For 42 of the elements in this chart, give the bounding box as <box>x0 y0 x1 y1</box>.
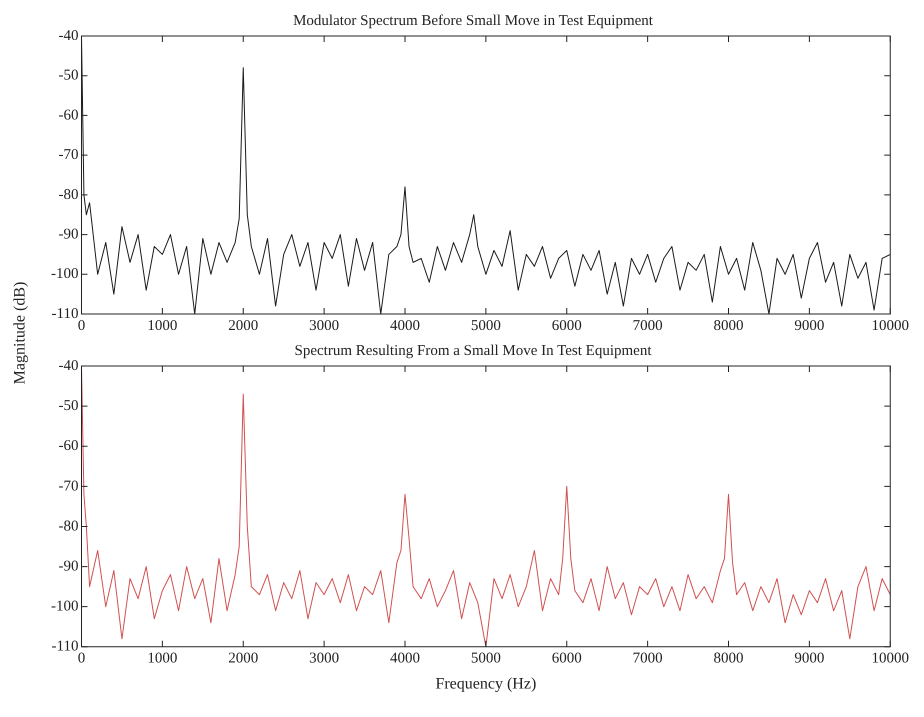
x-tick-label: 3000 <box>309 318 340 334</box>
y-tick-label: -60 <box>58 107 78 124</box>
x-axis-title: Frequency (Hz) <box>435 676 536 693</box>
y-tick-label: -90 <box>58 226 78 243</box>
y-tick-label: -60 <box>58 438 78 454</box>
x-tick-label: 6000 <box>552 318 582 334</box>
x-tick-label: 2000 <box>228 650 258 667</box>
x-tick-label: 5000 <box>470 650 501 667</box>
x-tick-label: 9000 <box>794 318 824 334</box>
x-tick-label: 8000 <box>714 650 744 667</box>
x-tick-label: 0 <box>78 650 86 667</box>
y-tick-label: -110 <box>52 638 78 655</box>
x-tick-label: 4000 <box>390 650 420 667</box>
x-tick-label: 1000 <box>147 318 178 334</box>
y-tick-label: -70 <box>58 147 78 164</box>
x-tick-label: 2000 <box>228 318 258 334</box>
y-tick-label: -50 <box>58 68 78 84</box>
y-tick-label: -90 <box>58 558 78 575</box>
y-tick-label: -80 <box>58 186 78 203</box>
x-tick-label: 7000 <box>632 650 663 667</box>
y-tick-label: -100 <box>50 266 78 282</box>
x-tick-label: 5000 <box>470 318 501 334</box>
y-tick-label: -80 <box>58 518 78 534</box>
y-tick-label: -100 <box>50 598 78 615</box>
x-tick-label: 0 <box>78 318 86 334</box>
x-tick-label: 10000 <box>872 318 909 334</box>
x-tick-label: 1000 <box>147 650 178 667</box>
y-tick-label: -110 <box>52 306 78 322</box>
y-tick-label: -40 <box>58 28 78 44</box>
x-tick-label: 10000 <box>872 650 909 667</box>
x-tick-label: 8000 <box>714 318 744 334</box>
y-tick-label: -50 <box>58 398 78 414</box>
x-tick-label: 9000 <box>794 650 824 667</box>
x-tick-label: 4000 <box>390 318 420 334</box>
chart-title: Modulator Spectrum Before Small Move in Test Equipment <box>293 12 654 29</box>
x-tick-label: 6000 <box>552 650 582 667</box>
x-tick-label: 7000 <box>632 318 663 334</box>
y-axis-title: Magnitude (dB) <box>11 282 29 384</box>
y-tick-label: -70 <box>58 478 78 494</box>
x-tick-label: 3000 <box>309 650 340 667</box>
chart-title: Spectrum Resulting From a Small Move In Test Equipment <box>294 342 652 359</box>
y-tick-label: -40 <box>58 358 78 374</box>
